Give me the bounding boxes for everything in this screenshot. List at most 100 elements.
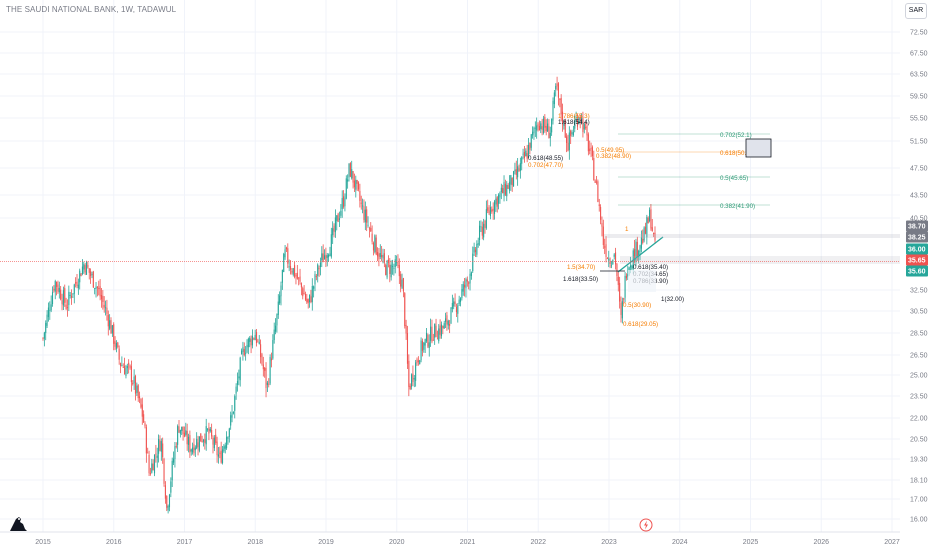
candle — [279, 291, 281, 305]
candle-body — [280, 285, 282, 297]
candle-body — [110, 320, 112, 334]
candle — [608, 250, 610, 268]
candle — [650, 204, 652, 231]
candle — [381, 246, 383, 262]
candle-body — [476, 243, 478, 255]
candle — [213, 435, 215, 452]
candle-body — [485, 209, 487, 229]
candle — [333, 223, 335, 238]
candle — [311, 278, 313, 311]
candle-body — [561, 111, 564, 125]
candle — [283, 252, 285, 273]
price-tick-label: 72.50 — [910, 30, 928, 37]
candle — [393, 263, 395, 276]
candle-body — [409, 385, 411, 390]
candle-body — [330, 234, 332, 257]
candle — [639, 244, 641, 261]
candle-body — [179, 429, 181, 434]
candle-body — [508, 181, 511, 191]
candle-body — [231, 413, 233, 418]
candle-body — [413, 378, 415, 380]
candle — [507, 183, 509, 189]
year-tick-label: 2022 — [530, 539, 546, 546]
candle-body — [552, 100, 554, 121]
candle-body — [84, 265, 86, 273]
candle — [563, 119, 565, 130]
candle — [390, 260, 392, 281]
candle-body — [377, 252, 379, 257]
candle-body — [254, 334, 256, 341]
candle — [99, 279, 101, 301]
candle — [454, 293, 456, 307]
price-axis[interactable]: 72.50 67.50 63.50 59.50 55.50 51.50 47.50 43.50… — [906, 30, 928, 524]
candle — [435, 318, 437, 338]
candle-body — [567, 142, 569, 152]
candle-body — [313, 286, 315, 289]
price-tick-label: 20.50 — [910, 437, 928, 444]
candle-body — [513, 171, 515, 187]
candle — [326, 253, 328, 267]
candle-body — [139, 396, 141, 399]
candle-body — [68, 291, 70, 306]
candle — [300, 282, 302, 296]
candle — [200, 433, 202, 442]
candle — [387, 255, 389, 268]
candle-body — [468, 282, 470, 284]
candle — [643, 226, 645, 243]
price-marker-red: 35.65 — [906, 254, 928, 266]
candle — [139, 391, 141, 404]
candle-body — [303, 293, 305, 295]
candle — [111, 324, 113, 337]
candle — [201, 435, 203, 443]
candle — [459, 297, 462, 307]
candle — [627, 265, 629, 281]
candle-body — [563, 120, 565, 127]
tradingview-logo-icon[interactable] — [8, 513, 30, 533]
price-marker-bg — [906, 254, 928, 266]
candle-body — [352, 171, 354, 183]
candle — [105, 300, 107, 316]
candle-body — [178, 426, 180, 433]
time-axis[interactable]: 2015 2016 2017 2018 2019 2020 2021 2022 2023 2024… — [0, 531, 900, 546]
candle-body — [366, 209, 368, 223]
candle-body — [548, 126, 550, 139]
candle — [613, 253, 615, 260]
candle — [511, 177, 513, 192]
candle — [194, 445, 196, 457]
candle-body — [557, 83, 559, 98]
candle-body — [415, 362, 417, 381]
candle-body — [394, 259, 396, 267]
event-flash-icon[interactable] — [639, 518, 653, 532]
candle — [591, 145, 593, 161]
candle — [181, 426, 183, 436]
candle-body — [595, 181, 598, 183]
candle — [289, 260, 292, 275]
candle — [601, 216, 603, 237]
candle — [496, 196, 498, 213]
candle — [132, 380, 134, 386]
candle — [412, 365, 414, 387]
currency-button[interactable]: SAR — [905, 3, 927, 19]
candle-body — [564, 120, 566, 138]
candle — [343, 190, 345, 209]
candle-body — [454, 301, 456, 305]
candle-body — [481, 226, 483, 236]
candle — [510, 174, 512, 191]
candle-body — [402, 278, 404, 292]
candle-body — [408, 360, 410, 387]
candle-body — [597, 181, 599, 202]
candle — [474, 247, 477, 257]
candle — [431, 319, 433, 344]
candle — [71, 289, 73, 305]
candle-body — [466, 279, 468, 282]
candle — [211, 423, 213, 440]
candle-body — [325, 254, 327, 262]
candle — [190, 448, 192, 456]
candle-body — [94, 288, 96, 289]
candle-body — [54, 281, 56, 292]
price-tick-label: 43.50 — [910, 193, 928, 200]
candle-body — [443, 323, 445, 329]
candle — [220, 441, 222, 464]
candle — [564, 118, 566, 139]
